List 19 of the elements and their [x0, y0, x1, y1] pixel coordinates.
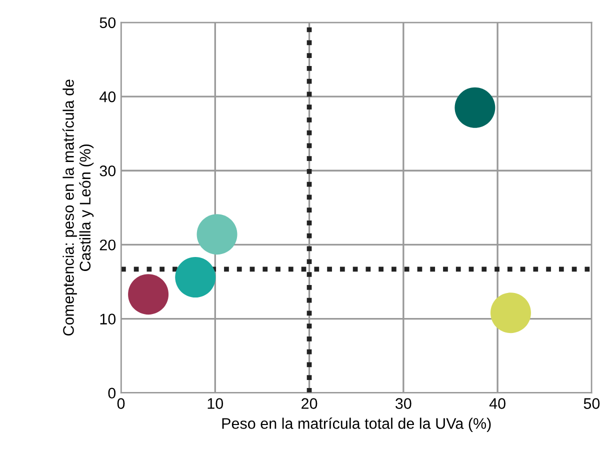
x-tick-label: 0 [117, 398, 125, 409]
point [128, 274, 169, 315]
x-tick-label: 10 [208, 398, 224, 409]
x-tick-label: 40 [489, 398, 506, 409]
point [196, 214, 238, 255]
y-tick-label: 40 [100, 91, 116, 102]
y-axis-title: Comeptencia: peso en la matrícula de Castilla y León (%) [62, 80, 94, 336]
y-tick-label: 0 [108, 388, 116, 399]
point [175, 257, 216, 298]
y-tick-label: 10 [100, 314, 116, 324]
y-tick-label: 50 [100, 17, 116, 28]
y-tick-label: 30 [100, 165, 116, 176]
point [454, 87, 496, 128]
y-tick-label: 20 [100, 240, 116, 250]
x-axis-title: Peso en la matrícula total de la UVa (%) [222, 418, 491, 432]
x-tick-label: 30 [396, 398, 412, 409]
point [490, 292, 531, 334]
x-tick-label: 50 [584, 398, 600, 409]
x-tick-label: 20 [302, 398, 318, 409]
